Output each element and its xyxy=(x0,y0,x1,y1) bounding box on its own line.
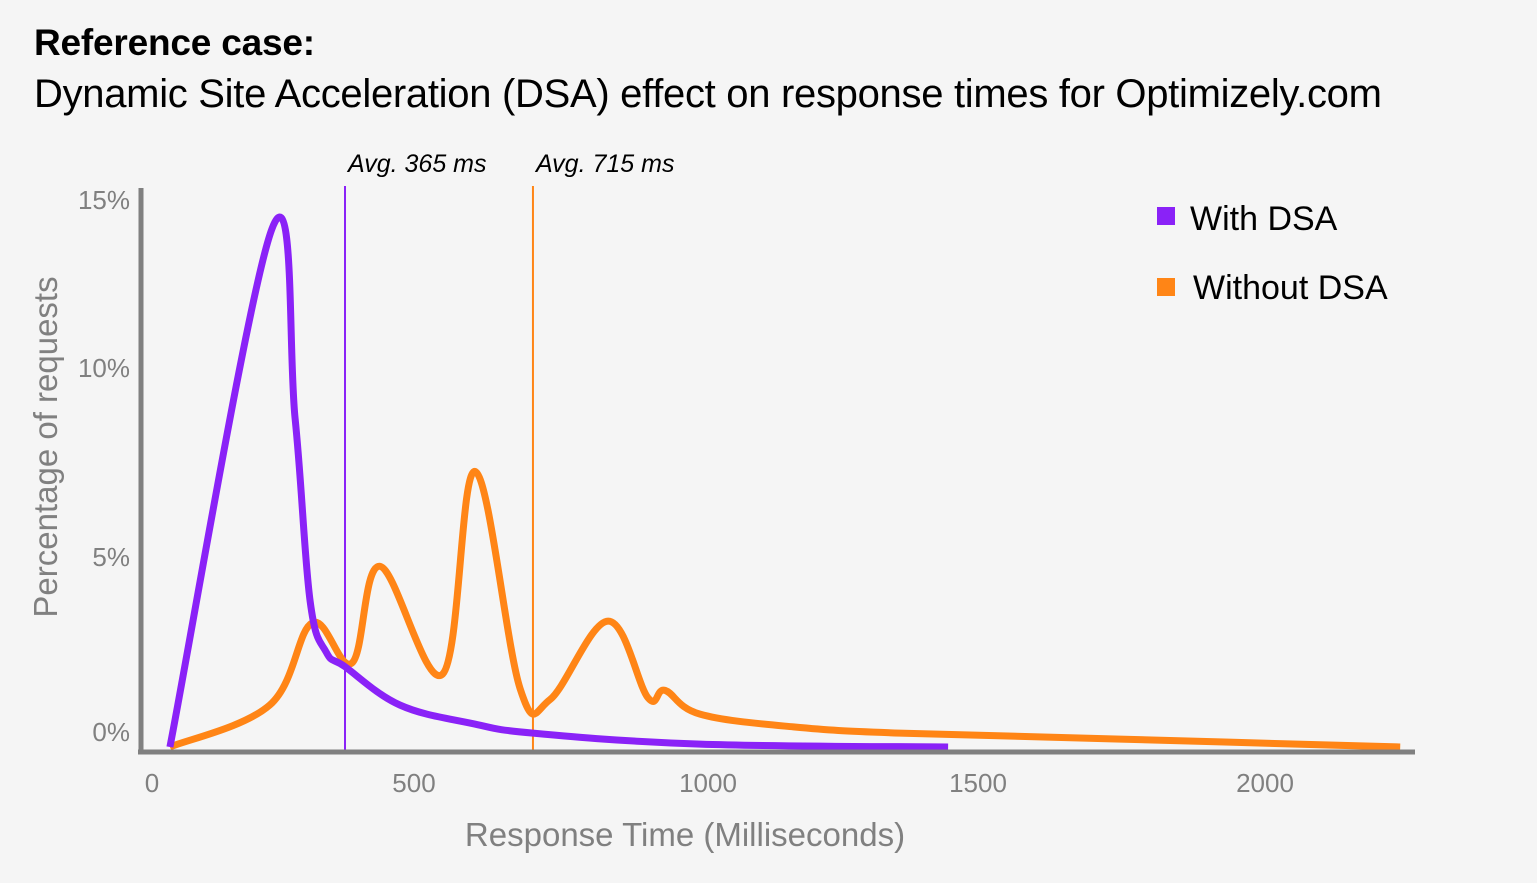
legend-item-with-dsa[interactable]: With DSA xyxy=(1157,200,1338,238)
average-annotation-without-dsa: Avg. 715 ms xyxy=(534,150,675,178)
y-axis-ticks: 0% 5% 10% 15% xyxy=(78,185,130,747)
average-annotation-with-dsa: Avg. 365 ms xyxy=(346,150,487,178)
x-tick-label: 2000 xyxy=(1236,768,1294,798)
series-line-without-dsa xyxy=(168,467,1401,751)
y-tick-label: 5% xyxy=(92,542,130,572)
x-axis-ticks: 0 500 1000 1500 2000 xyxy=(145,768,1294,798)
legend-label-with-dsa: With DSA xyxy=(1190,200,1338,238)
y-tick-label: 15% xyxy=(78,185,130,215)
average-lines: Avg. 365 ms Avg. 715 ms xyxy=(344,150,675,752)
series-layer xyxy=(166,213,1401,751)
x-tick-label: 500 xyxy=(392,768,435,798)
x-axis-title: Response Time (Milliseconds) xyxy=(465,816,905,853)
y-axis-title: Percentage of requests xyxy=(27,276,64,617)
x-tick-label: 1500 xyxy=(949,768,1007,798)
series-line-with-dsa xyxy=(166,213,949,751)
legend-label-without-dsa: Without DSA xyxy=(1193,269,1388,307)
x-tick-label: 1000 xyxy=(679,768,737,798)
legend-item-without-dsa[interactable]: Without DSA xyxy=(1157,269,1388,307)
legend: With DSA Without DSA xyxy=(1157,200,1388,307)
y-tick-label: 0% xyxy=(92,717,130,747)
chart-title: Reference case: xyxy=(34,22,315,63)
legend-swatch-without-dsa xyxy=(1157,278,1175,296)
legend-swatch-with-dsa xyxy=(1157,207,1175,225)
x-tick-label: 0 xyxy=(145,768,159,798)
y-tick-label: 10% xyxy=(78,353,130,383)
chart-subtitle: Dynamic Site Acceleration (DSA) effect o… xyxy=(34,72,1382,116)
